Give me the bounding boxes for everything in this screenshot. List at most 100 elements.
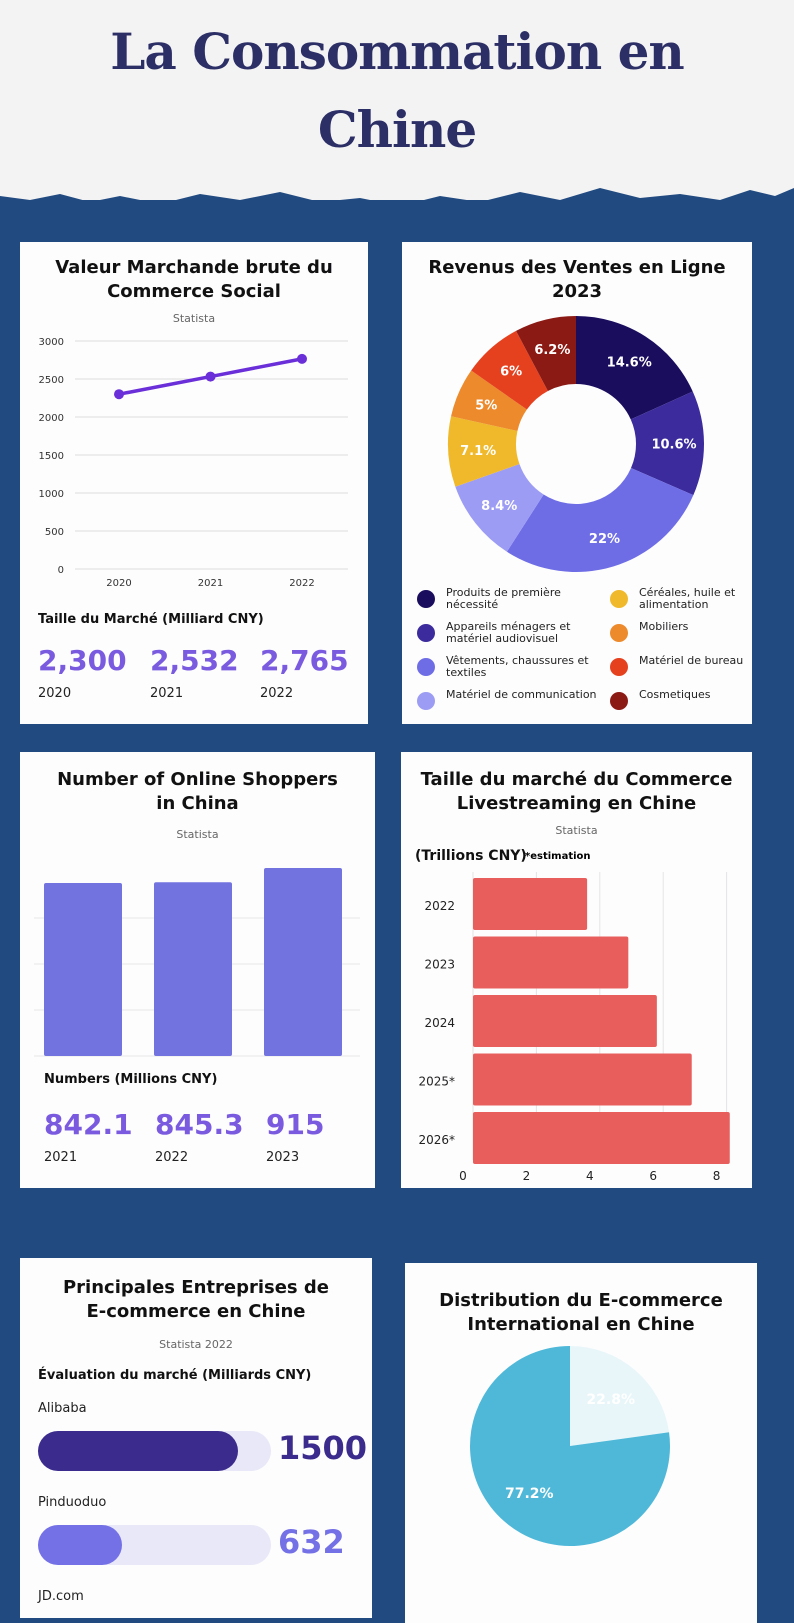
slice-label: 8.4% <box>481 499 517 514</box>
slice-label: 77.2% <box>505 1486 554 1502</box>
legend-swatch <box>610 590 628 608</box>
y-tick-label: 2022 <box>424 899 455 913</box>
axis-title: Évaluation du marché (Milliards CNY) <box>38 1368 312 1383</box>
card-online-shoppers: Number of Online Shoppers in China Stati… <box>20 752 375 1188</box>
legend-swatch <box>417 624 435 642</box>
y-tick-label: 2024 <box>424 1016 455 1030</box>
stat-value: 2,300 <box>38 644 127 677</box>
legend-label: Vêtements, chaussures et textiles <box>446 654 589 679</box>
y-tick-label: 2000 <box>39 413 64 424</box>
bar-track <box>38 1525 271 1565</box>
chart-title-line2: Livestreaming en Chine <box>456 793 697 814</box>
slice-label: 14.6% <box>607 356 652 371</box>
stat-year: 2022 <box>155 1150 189 1165</box>
bar <box>473 878 588 930</box>
x-tick-label: 6 <box>649 1169 657 1183</box>
bar <box>264 867 342 1056</box>
legend-label: Cosmetiques <box>639 688 711 701</box>
chart-source: Statista <box>172 312 216 325</box>
legend-swatch <box>610 692 628 710</box>
stat-year: 2023 <box>266 1150 300 1165</box>
chart-source: Statista <box>176 828 219 841</box>
unit-label: (Trillions CNY) <box>415 848 527 864</box>
page-title-line1: La Consommation en <box>110 22 685 81</box>
stats-title: Numbers (Millions CNY) <box>44 1072 218 1087</box>
chart-title-line2: International en Chine <box>467 1314 695 1335</box>
card-online-sales: Revenus des Ventes en Ligne 2023 14.6% 10… <box>402 242 752 724</box>
bar <box>154 882 232 1056</box>
chart-title: Valeur Marchande brute du Commerce Socia… <box>55 257 333 302</box>
donut-slice <box>448 416 520 487</box>
x-tick-label: 2022 <box>289 578 314 589</box>
legend-swatch <box>610 658 628 676</box>
y-tick-label: 2500 <box>39 375 64 386</box>
y-tick-label: 2026* <box>418 1133 455 1147</box>
line-chart: 0 500 1000 1500 2000 2500 3000 2020 2021 2022 <box>39 337 348 589</box>
legend-label: Matériel de bureau <box>639 654 744 667</box>
x-tick-label: 2021 <box>198 578 223 589</box>
page-title-line2: Chine <box>317 100 477 159</box>
legend-label: Produits de première nécessité <box>446 586 561 611</box>
data-point <box>114 389 124 400</box>
horizontal-bar-chart: 0 2 4 6 8 2022 2023 2024 2025* 2026* <box>418 872 730 1183</box>
chart-source: Statista 2022 <box>159 1338 233 1351</box>
company-name: JD.com <box>38 1589 84 1604</box>
chart-source: Statista <box>555 824 598 837</box>
company-value: 632 <box>278 1523 345 1561</box>
legend-swatch <box>417 658 435 676</box>
company-name: Pinduoduo <box>38 1495 107 1510</box>
donut-slice <box>576 316 693 420</box>
bar-fill <box>38 1431 238 1471</box>
card-social-commerce: Valeur Marchande brute du Commerce Socia… <box>20 242 368 724</box>
header: La Consommation en Chine <box>0 0 794 200</box>
chart-title-line1: Revenus des Ventes en Ligne <box>428 257 726 278</box>
card-livestreaming: Taille du marché du Commerce Livestreami… <box>401 752 752 1188</box>
y-tick-label: 500 <box>45 527 64 538</box>
legend-swatch <box>417 692 435 710</box>
bar <box>473 1053 692 1106</box>
stat-value: 915 <box>266 1108 325 1141</box>
x-tick-label: 4 <box>586 1169 594 1183</box>
y-tick-label: 2023 <box>424 958 455 972</box>
data-point <box>297 353 307 364</box>
bar <box>473 995 657 1047</box>
chart-title-line1: Distribution du E-commerce <box>439 1290 723 1311</box>
slice-label: 6% <box>500 365 522 380</box>
x-tick-label: 0 <box>459 1169 467 1183</box>
legend-label: Mobiliers <box>639 620 689 633</box>
bar <box>473 1112 730 1164</box>
bar-chart <box>34 867 360 1057</box>
stat-year: 2020 <box>38 686 72 701</box>
donut-slice <box>630 391 704 496</box>
legend-swatch <box>610 624 628 642</box>
stat-value: 2,765 <box>260 644 349 677</box>
donut-chart: 14.6% 10.6% 22% 8.4% 7.1% 5% 6% 6.2% <box>448 316 704 572</box>
chart-title-line1: Number of Online Shoppers <box>57 769 338 790</box>
stat-value: 2,532 <box>150 644 239 677</box>
stat-year: 2022 <box>260 686 294 701</box>
pie-chart: 22.8% 77.2% <box>470 1346 670 1546</box>
pie-slice <box>470 1346 670 1546</box>
stat-year: 2021 <box>150 686 184 701</box>
card-top-companies: Principales Entreprises de E-commerce en… <box>20 1258 372 1618</box>
bar <box>473 936 629 989</box>
legend-label: Appareils ménagers et matériel audiovisu… <box>446 620 571 645</box>
x-tick-label: 8 <box>713 1169 721 1183</box>
bar-track <box>38 1431 271 1471</box>
torn-paper-edge <box>0 188 794 220</box>
y-tick-label: 1500 <box>39 451 64 462</box>
chart-title-line1: Taille du marché du Commerce <box>420 769 733 790</box>
stat-value: 842.1 <box>44 1108 133 1141</box>
bar <box>44 882 122 1056</box>
donut-slice <box>455 464 544 552</box>
slice-label: 22% <box>589 532 620 547</box>
stat-year: 2021 <box>44 1150 78 1165</box>
x-tick-label: 2020 <box>106 578 131 589</box>
slice-label: 7.1% <box>460 444 496 459</box>
stats-title: Taille du Marché (Milliard CNY) <box>38 612 264 627</box>
donut-slice <box>506 467 694 572</box>
card-international-ecommerce: Distribution du E-commerce International… <box>405 1263 757 1623</box>
data-point <box>205 371 216 382</box>
company-value: 1500 <box>278 1429 368 1467</box>
company-name: Alibaba <box>38 1401 87 1416</box>
